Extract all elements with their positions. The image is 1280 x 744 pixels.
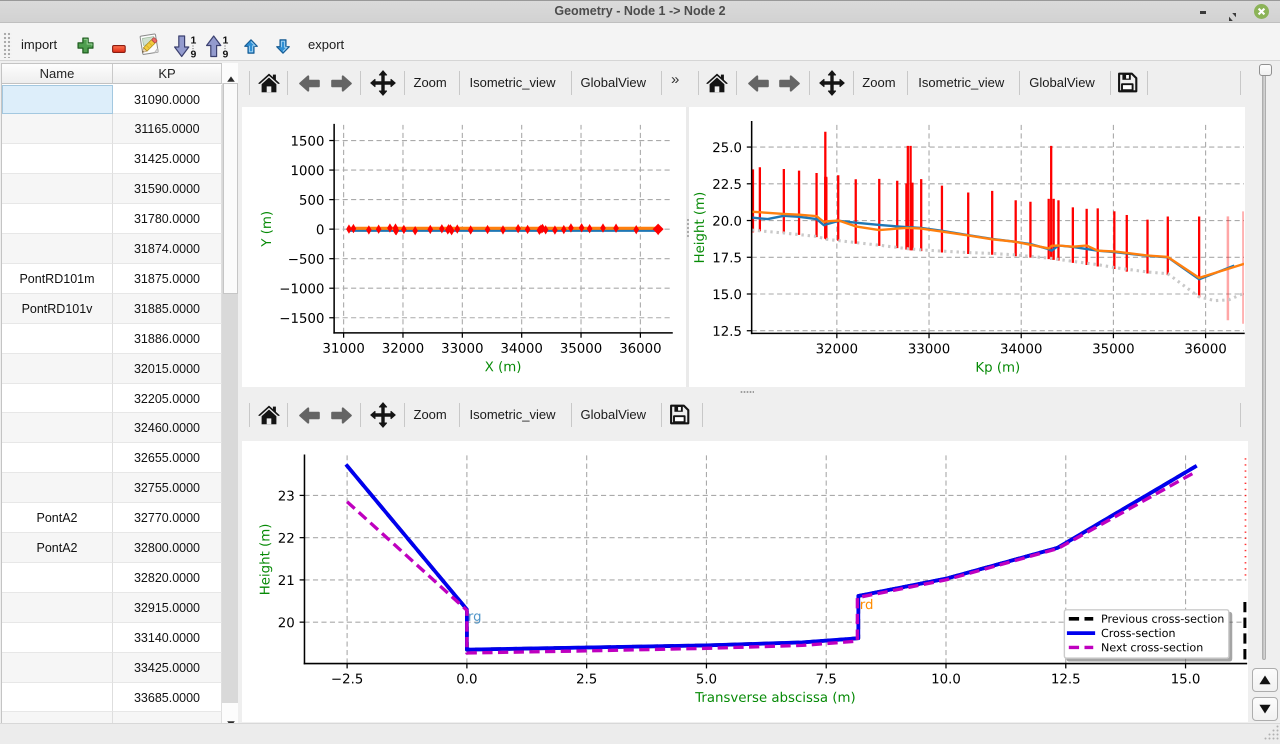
svg-text:9: 9: [190, 49, 196, 59]
svg-text:9: 9: [223, 49, 229, 59]
svg-text:1: 1: [223, 35, 229, 47]
svg-text:1: 1: [190, 35, 196, 47]
